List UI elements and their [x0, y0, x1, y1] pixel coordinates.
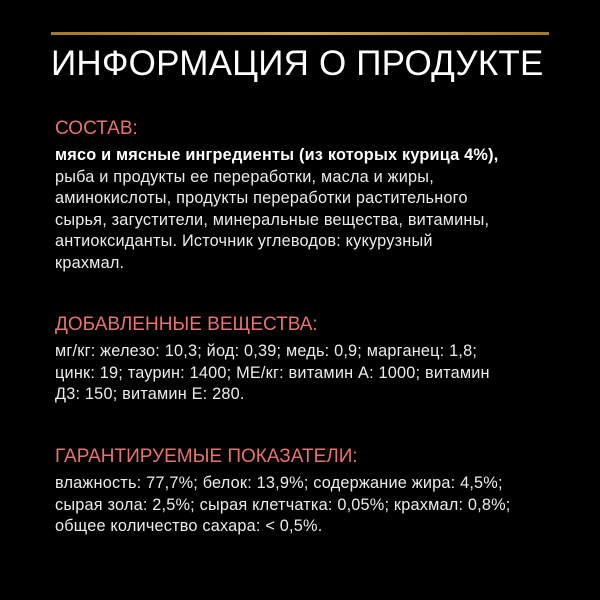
- page-title: ИНФОРМАЦИЯ О ПРОДУКТЕ: [51, 44, 544, 83]
- additives-line: цинк: 19; таурин: 1400; МЕ/кг: витамин А…: [55, 363, 490, 382]
- section-composition: СОСТАВ: мясо и мясные ингредиенты (из ко…: [55, 117, 575, 275]
- section-heading: ДОБАВЛЕННЫЕ ВЕЩЕСТВА:: [55, 314, 318, 335]
- section-guaranteed-analysis: ГАРАНТИРУЕМЫЕ ПОКАЗАТЕЛИ: влажность: 77,…: [55, 445, 575, 538]
- gold-divider: [51, 32, 549, 35]
- composition-line: сырья, загустители, минеральные вещества…: [55, 210, 490, 229]
- section-additives: ДОБАВЛЕННЫЕ ВЕЩЕСТВА: мг/кг: железо: 10,…: [55, 313, 575, 406]
- composition-bold-line: мясо и мясные ингредиенты (из которых ку…: [55, 146, 499, 164]
- analysis-line: сырая зола: 2,5%; сырая клетчатка: 0,05%…: [55, 495, 511, 514]
- analysis-line: общее количество сахара: < 0,5%.: [55, 517, 323, 536]
- analysis-line: влажность: 77,7%; белок: 13,9%; содержан…: [55, 474, 503, 492]
- composition-line: антиоксиданты. Источник углеводов: кукур…: [55, 232, 433, 251]
- composition-line: крахмал.: [55, 253, 125, 272]
- section-heading: ГАРАНТИРУЕМЫЕ ПОКАЗАТЕЛИ:: [55, 446, 358, 467]
- composition-line: рыба и продукты ее переработки, масла и …: [55, 167, 434, 186]
- composition-line: аминокислоты, продукты переработки расти…: [55, 189, 468, 208]
- additives-line: мг/кг: железо: 10,3; йод: 0,39; медь: 0,…: [55, 342, 478, 360]
- additives-line: Д3: 150; витамин Е: 280.: [55, 385, 245, 404]
- section-heading: СОСТАВ:: [55, 118, 138, 139]
